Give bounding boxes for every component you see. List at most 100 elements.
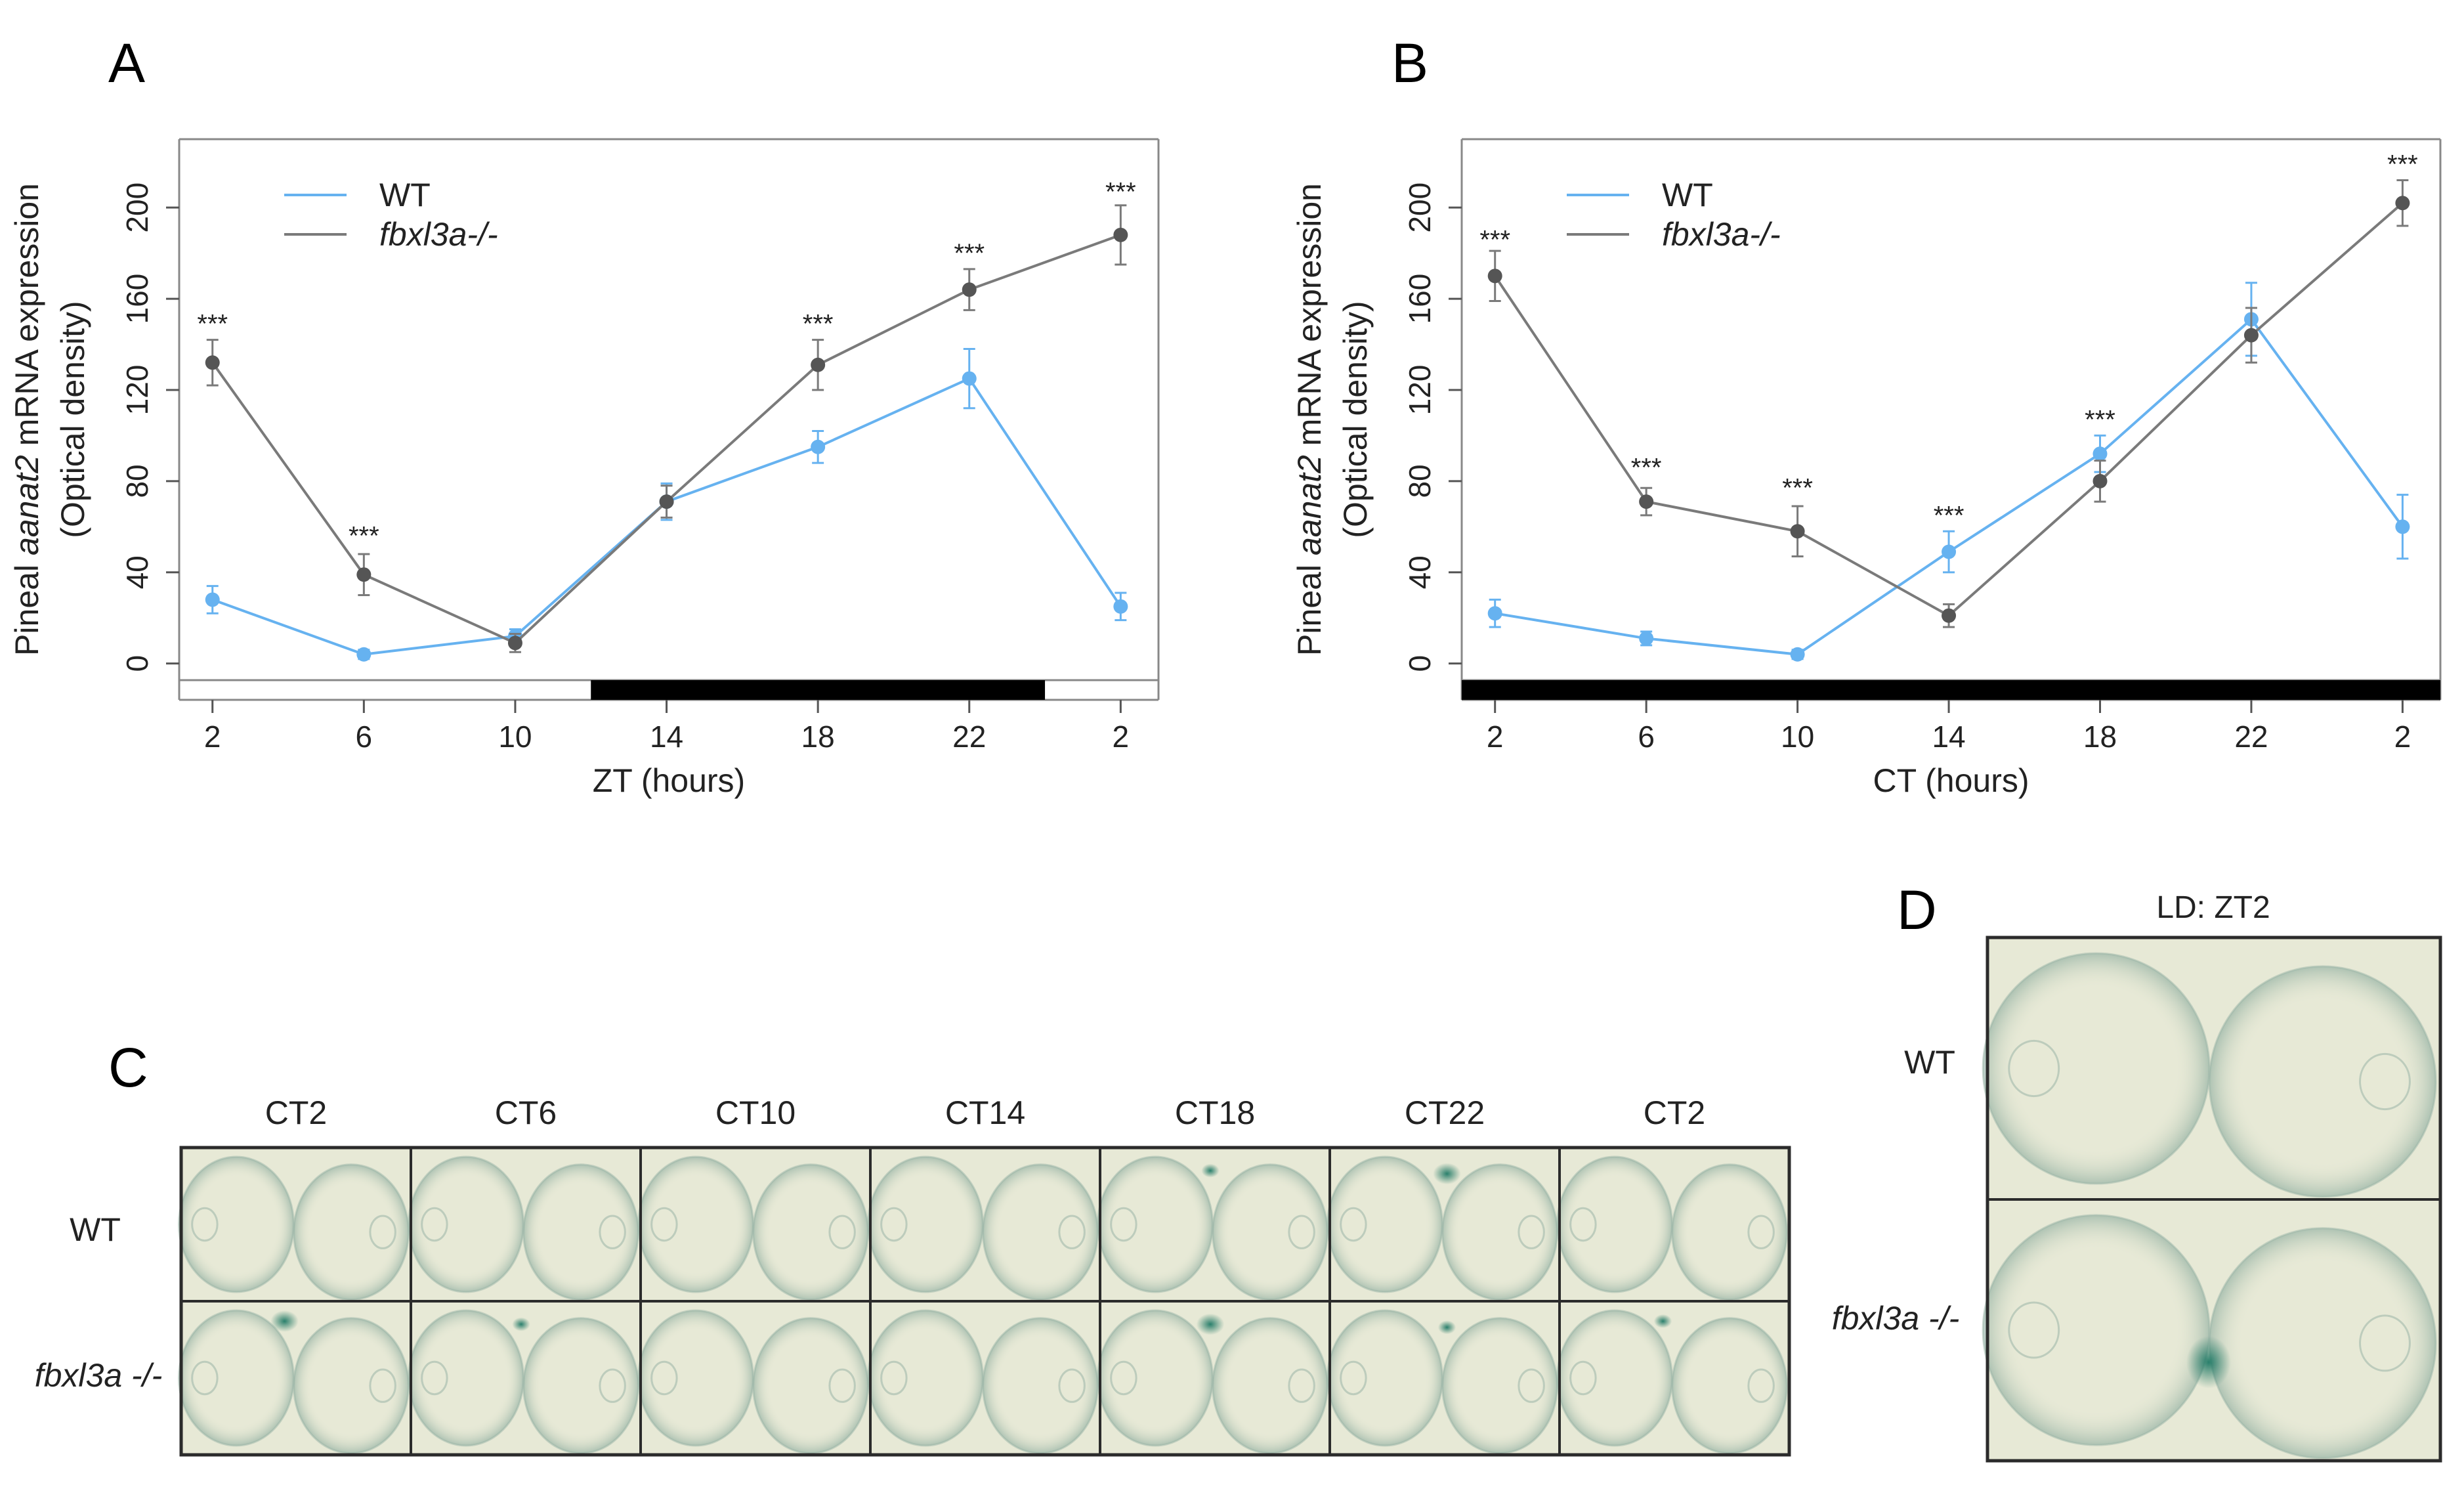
column-label-ct2: CT2 — [265, 1094, 327, 1131]
lens-outline — [421, 1207, 448, 1242]
y-tick-label: 160 — [120, 274, 154, 324]
data-point-mutant — [1113, 227, 1128, 242]
lens-outline — [1110, 1360, 1137, 1396]
pineal-stain-spot — [1433, 1163, 1461, 1185]
significance-stars: *** — [1631, 453, 1662, 482]
data-point-wt — [1113, 599, 1128, 614]
y-axis-title-gene: aanat2 — [1291, 455, 1328, 555]
y-axis-title-suffix: mRNA expression — [9, 183, 45, 455]
y-tick-label: 0 — [1403, 655, 1437, 672]
significance-stars: *** — [1934, 501, 1965, 530]
eye-outline — [1556, 1309, 1673, 1447]
legend-label-wt: WT — [379, 177, 431, 213]
column-label-ct10: CT10 — [715, 1094, 796, 1131]
y-axis-title-prefix: Pineal — [9, 555, 45, 656]
x-tick-label: 6 — [356, 720, 373, 754]
data-point-mutant — [2092, 473, 2108, 488]
y-axis-title: Pineal aanat2 mRNA expression — [9, 183, 45, 656]
data-point-wt — [1790, 647, 1805, 662]
lens-outline — [1058, 1368, 1086, 1403]
lens-outline — [1340, 1207, 1367, 1242]
lens-outline — [1518, 1368, 1545, 1403]
x-tick-label: 2 — [2394, 720, 2411, 754]
eye-outline — [1982, 1214, 2211, 1446]
y-axis-title-prefix: Pineal — [1291, 555, 1328, 656]
pineal-stain-spot — [1201, 1163, 1220, 1178]
eye-outline — [637, 1155, 754, 1293]
eye-outline — [408, 1309, 524, 1447]
x-axis-title: CT (hours) — [1873, 762, 2029, 799]
x-tick-label: 14 — [1932, 720, 1965, 754]
data-point-mutant — [1790, 524, 1805, 539]
lens-outline — [1747, 1215, 1775, 1249]
eye-outline — [2208, 965, 2437, 1198]
lens-outline — [421, 1360, 448, 1396]
eye-outline — [1671, 1317, 1788, 1455]
panel-letter-d: D — [1897, 879, 1937, 941]
panel-d-title: LD: ZT2 — [2156, 890, 2270, 925]
y-tick-label: 160 — [1403, 274, 1437, 324]
pineal-stain-spot — [1437, 1320, 1456, 1335]
eye-outline — [1097, 1155, 1214, 1293]
eye-outline — [1556, 1155, 1673, 1293]
data-point-wt — [356, 647, 372, 662]
lens-outline — [599, 1215, 626, 1249]
pineal-stain-spot — [1653, 1314, 1672, 1328]
significance-stars: *** — [2387, 150, 2418, 179]
data-point-mutant — [205, 355, 220, 370]
y-tick-label: 0 — [120, 655, 154, 672]
significance-stars: *** — [1782, 474, 1813, 503]
lens-outline — [599, 1368, 626, 1403]
legend-label-wt: WT — [1662, 177, 1713, 213]
lens-outline — [369, 1368, 396, 1403]
pineal-stain-spot — [270, 1310, 299, 1332]
y-tick-label: 200 — [120, 183, 154, 233]
lens-outline — [650, 1360, 678, 1396]
column-label-ct22: CT22 — [1405, 1094, 1485, 1131]
eye-outline — [522, 1317, 639, 1455]
series-line-mutant — [211, 233, 1122, 645]
tissue-grid-panel-c: CT2 CT6 CT10 CT14 CT18 CT22 CT2 WT fbxl3a -/- — [35, 1094, 1791, 1457]
x-axis-title: ZT (hours) — [593, 762, 745, 799]
eye-outline — [1982, 952, 2211, 1185]
dark-phase-bar — [591, 680, 1046, 700]
row-label-mutant: fbxl3a -/- — [35, 1357, 163, 1394]
data-point-wt — [962, 371, 977, 386]
data-point-wt — [2092, 446, 2108, 462]
eye-outline — [293, 1163, 410, 1301]
y-tick-label: 120 — [1403, 365, 1437, 416]
eye-outline — [1212, 1163, 1328, 1301]
pineal-stain-spot — [1196, 1313, 1225, 1335]
y-tick-label: 40 — [120, 555, 154, 589]
lens-outline — [828, 1368, 856, 1403]
eye-outline — [637, 1309, 754, 1447]
lens-outline — [1518, 1215, 1545, 1249]
eye-outline — [1671, 1163, 1788, 1301]
eye-outline — [752, 1163, 869, 1301]
eye-outline — [2208, 1227, 2437, 1459]
significance-stars: *** — [197, 310, 228, 339]
x-tick-label: 18 — [801, 720, 835, 754]
data-point-wt — [811, 439, 826, 454]
lens-outline — [650, 1207, 678, 1242]
eye-outline — [178, 1309, 295, 1447]
x-tick-label: 22 — [2234, 720, 2268, 754]
significance-stars: *** — [954, 239, 985, 268]
y-axis-subtitle: (Optical density) — [1337, 301, 1374, 538]
eye-outline — [178, 1155, 295, 1293]
eye-outline — [1327, 1155, 1443, 1293]
lens-outline — [1288, 1215, 1315, 1249]
panel-letter-a: A — [108, 32, 145, 94]
y-tick-label: 80 — [1403, 464, 1437, 498]
pineal-stain-spot — [512, 1317, 530, 1331]
data-point-mutant — [2243, 328, 2259, 343]
eye-outline — [408, 1155, 524, 1293]
y-tick-label: 40 — [1403, 555, 1437, 589]
data-point-mutant — [659, 494, 674, 509]
x-tick-label: 2 — [204, 720, 221, 754]
lens-outline — [880, 1360, 908, 1396]
significance-stars: *** — [349, 522, 379, 551]
pineal-stain-spot — [2186, 1336, 2231, 1389]
lens-outline — [828, 1215, 856, 1249]
